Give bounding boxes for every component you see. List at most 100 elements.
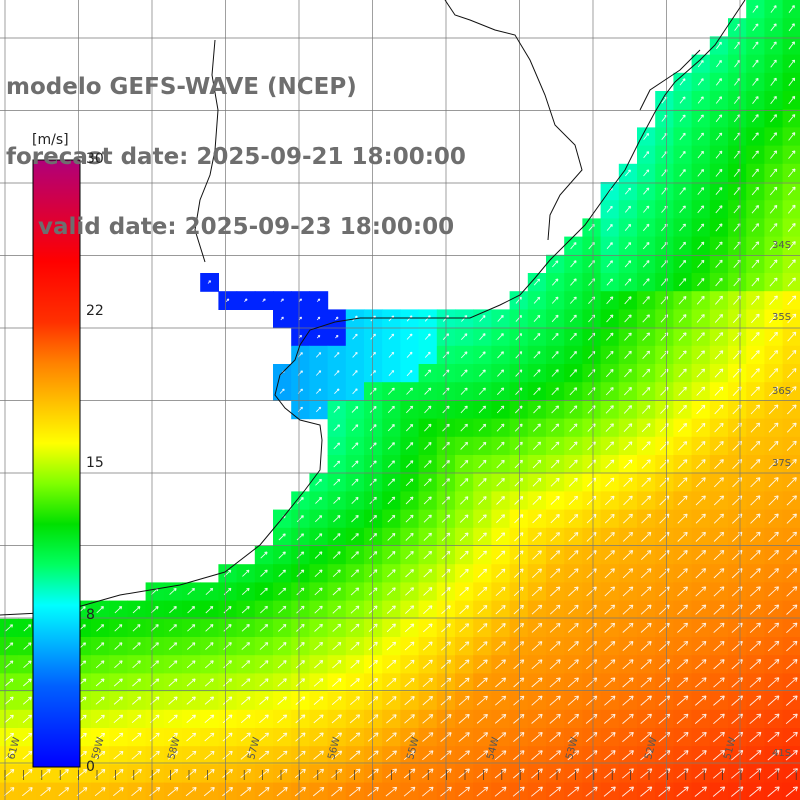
wind-arrow [622,531,634,542]
wind-arrow [368,569,378,578]
wind-arrow [567,732,580,743]
wind-arrow [786,640,798,652]
wind-arrow [424,369,432,377]
wind-arrow [131,750,142,760]
wind-arrow [496,423,505,432]
wind-arrow [316,334,321,339]
wind-arrow [786,531,798,542]
wind-arrow [533,314,541,323]
wind-arrow [333,460,341,468]
wind-arrow [95,660,105,669]
wind-arrow [787,259,796,269]
wind-arrow [296,569,305,577]
wind-arrow [679,150,686,159]
wind-arrow [296,497,304,504]
wind-arrow [259,714,269,724]
wind-arrow [405,405,414,414]
wind-arrow [749,568,761,579]
wind-arrow [349,750,361,760]
wind-arrow [314,623,323,632]
wind-arrow [23,624,32,632]
wind-arrow [494,750,507,761]
wind-arrow [58,787,70,797]
wind-arrow [622,659,634,670]
wind-arrow [497,369,505,377]
wind-arrow [768,368,779,378]
wind-arrow [752,59,759,68]
wind-arrow [405,532,414,541]
wind-arrow [715,96,723,104]
wind-arrow [496,514,506,524]
wind-arrow [549,732,561,743]
wind-arrow [223,642,232,650]
wind-arrow [622,622,634,633]
lat-label: 37S [772,458,791,469]
wind-arrow [476,768,489,779]
wind-arrow [532,459,542,469]
wind-arrow [167,768,179,778]
wind-arrow [658,640,670,652]
wind-arrow [314,569,323,578]
wind-arrow [495,659,506,670]
wind-arrow [459,514,469,523]
wind-arrow [604,586,616,597]
wind-arrow [132,606,141,614]
wind-arrow [277,732,288,742]
wind-arrow [679,205,686,213]
wind-arrow [750,386,760,397]
wind-arrow [514,532,524,542]
wind-arrow [621,786,635,797]
wind-arrow [205,642,214,650]
wind-arrow [750,404,761,415]
wind-arrow [713,713,725,725]
wind-arrow [768,513,779,524]
wind-arrow [624,260,632,268]
wind-arrow [386,587,396,596]
wind-arrow [695,604,707,615]
coastline-path [0,0,746,616]
wind-arrow [95,696,105,705]
wind-arrow [350,605,360,614]
wind-arrow [494,713,507,724]
wind-arrow [387,551,396,560]
wind-arrow [551,423,560,432]
wind-arrow [186,678,196,687]
wind-arrow [368,605,378,614]
wind-arrow [40,787,51,797]
wind-arrow [749,659,762,670]
wind-arrow [387,387,395,395]
wind-arrow [567,750,580,761]
wind-arrow [460,333,468,341]
lagoon-line [639,49,701,111]
wind-arrow [331,714,342,724]
wind-arrow [531,622,543,633]
wind-arrow [694,731,707,743]
wind-arrow [332,641,342,651]
wind-arrow [241,605,250,614]
wind-arrow [640,768,653,779]
wind-arrow [295,696,306,705]
wind-arrow [677,477,688,488]
wind-arrow [696,368,706,378]
wind-arrow [369,460,377,468]
wind-arrow [533,351,541,359]
wind-arrow [787,331,797,342]
wind-arrow [259,605,268,614]
wind-arrow [369,442,377,450]
wind-arrow [568,604,579,615]
wind-arrow [769,295,778,305]
wind-arrow [697,223,705,232]
wind-arrow [767,731,780,743]
wind-arrow [203,787,215,797]
wind-arrow [315,478,322,486]
wind-arrow [643,205,650,213]
wind-arrow [623,459,633,469]
wind-arrow [422,768,434,779]
wind-arrow [476,732,489,742]
wind-arrow [369,478,377,486]
wind-arrow [549,786,562,797]
wind-arrow [658,695,671,706]
wind-arrow [385,786,398,797]
wind-arrow [696,350,705,360]
wind-arrow [568,477,578,487]
